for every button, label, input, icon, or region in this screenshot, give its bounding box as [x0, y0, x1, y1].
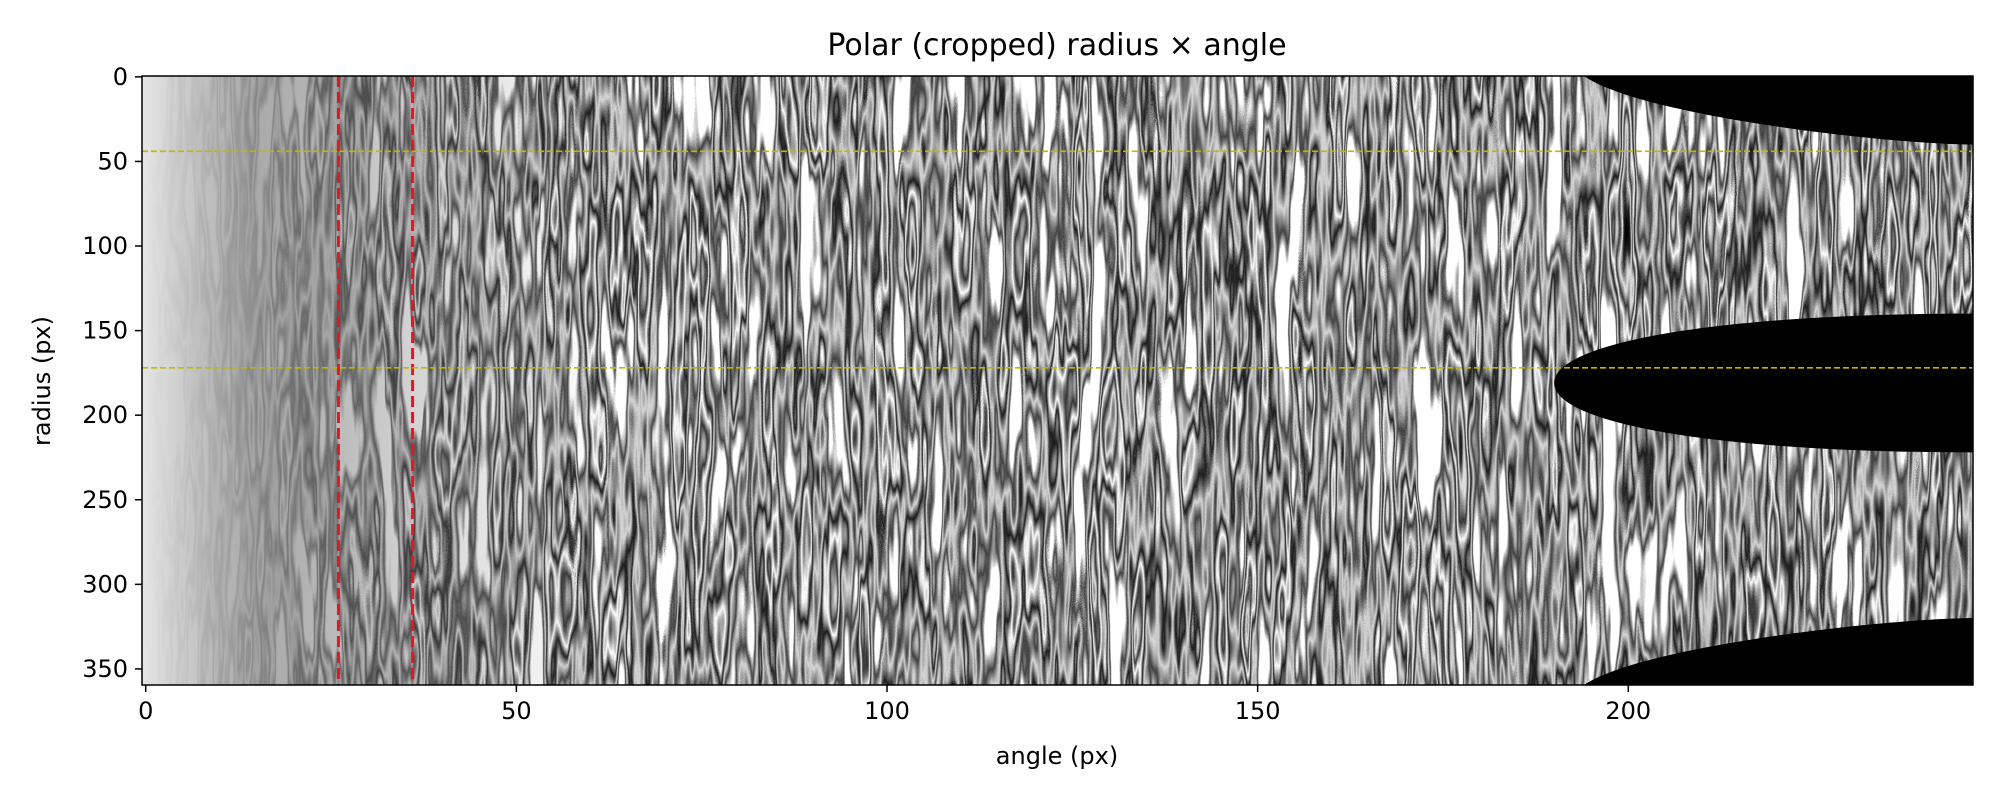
y-tick-label: 300 — [82, 570, 128, 598]
y-tick-label: 100 — [82, 232, 128, 260]
masked-region — [1583, 76, 1973, 145]
masked-region — [1583, 618, 1973, 685]
x-axis-ticks: 0 50 100 150 200 — [138, 685, 1651, 725]
chart-title: Polar (cropped) radius × angle — [827, 28, 1286, 63]
y-tick-label: 0 — [113, 63, 128, 91]
reference-lines — [142, 76, 1973, 685]
x-tick-label: 50 — [501, 697, 532, 725]
y-tick-label: 200 — [82, 401, 128, 429]
y-tick-label: 250 — [82, 486, 128, 514]
y-tick-label: 350 — [82, 655, 128, 683]
plot-frame — [141, 75, 1974, 686]
x-tick-label: 100 — [864, 697, 910, 725]
masked-regions — [1554, 76, 1973, 685]
x-tick-label: 150 — [1235, 697, 1281, 725]
plot-area — [142, 76, 1973, 685]
x-tick-label: 0 — [138, 697, 153, 725]
masked-region — [1554, 313, 1973, 453]
x-axis-label: angle (px) — [996, 742, 1118, 770]
y-axis-label: radius (px) — [28, 316, 56, 446]
y-tick-label: 150 — [82, 317, 128, 345]
x-tick-label: 200 — [1605, 697, 1651, 725]
y-tick-label: 50 — [97, 147, 128, 175]
y-axis-ticks: 0 50 100 150 200 250 300 350 — [82, 63, 142, 683]
